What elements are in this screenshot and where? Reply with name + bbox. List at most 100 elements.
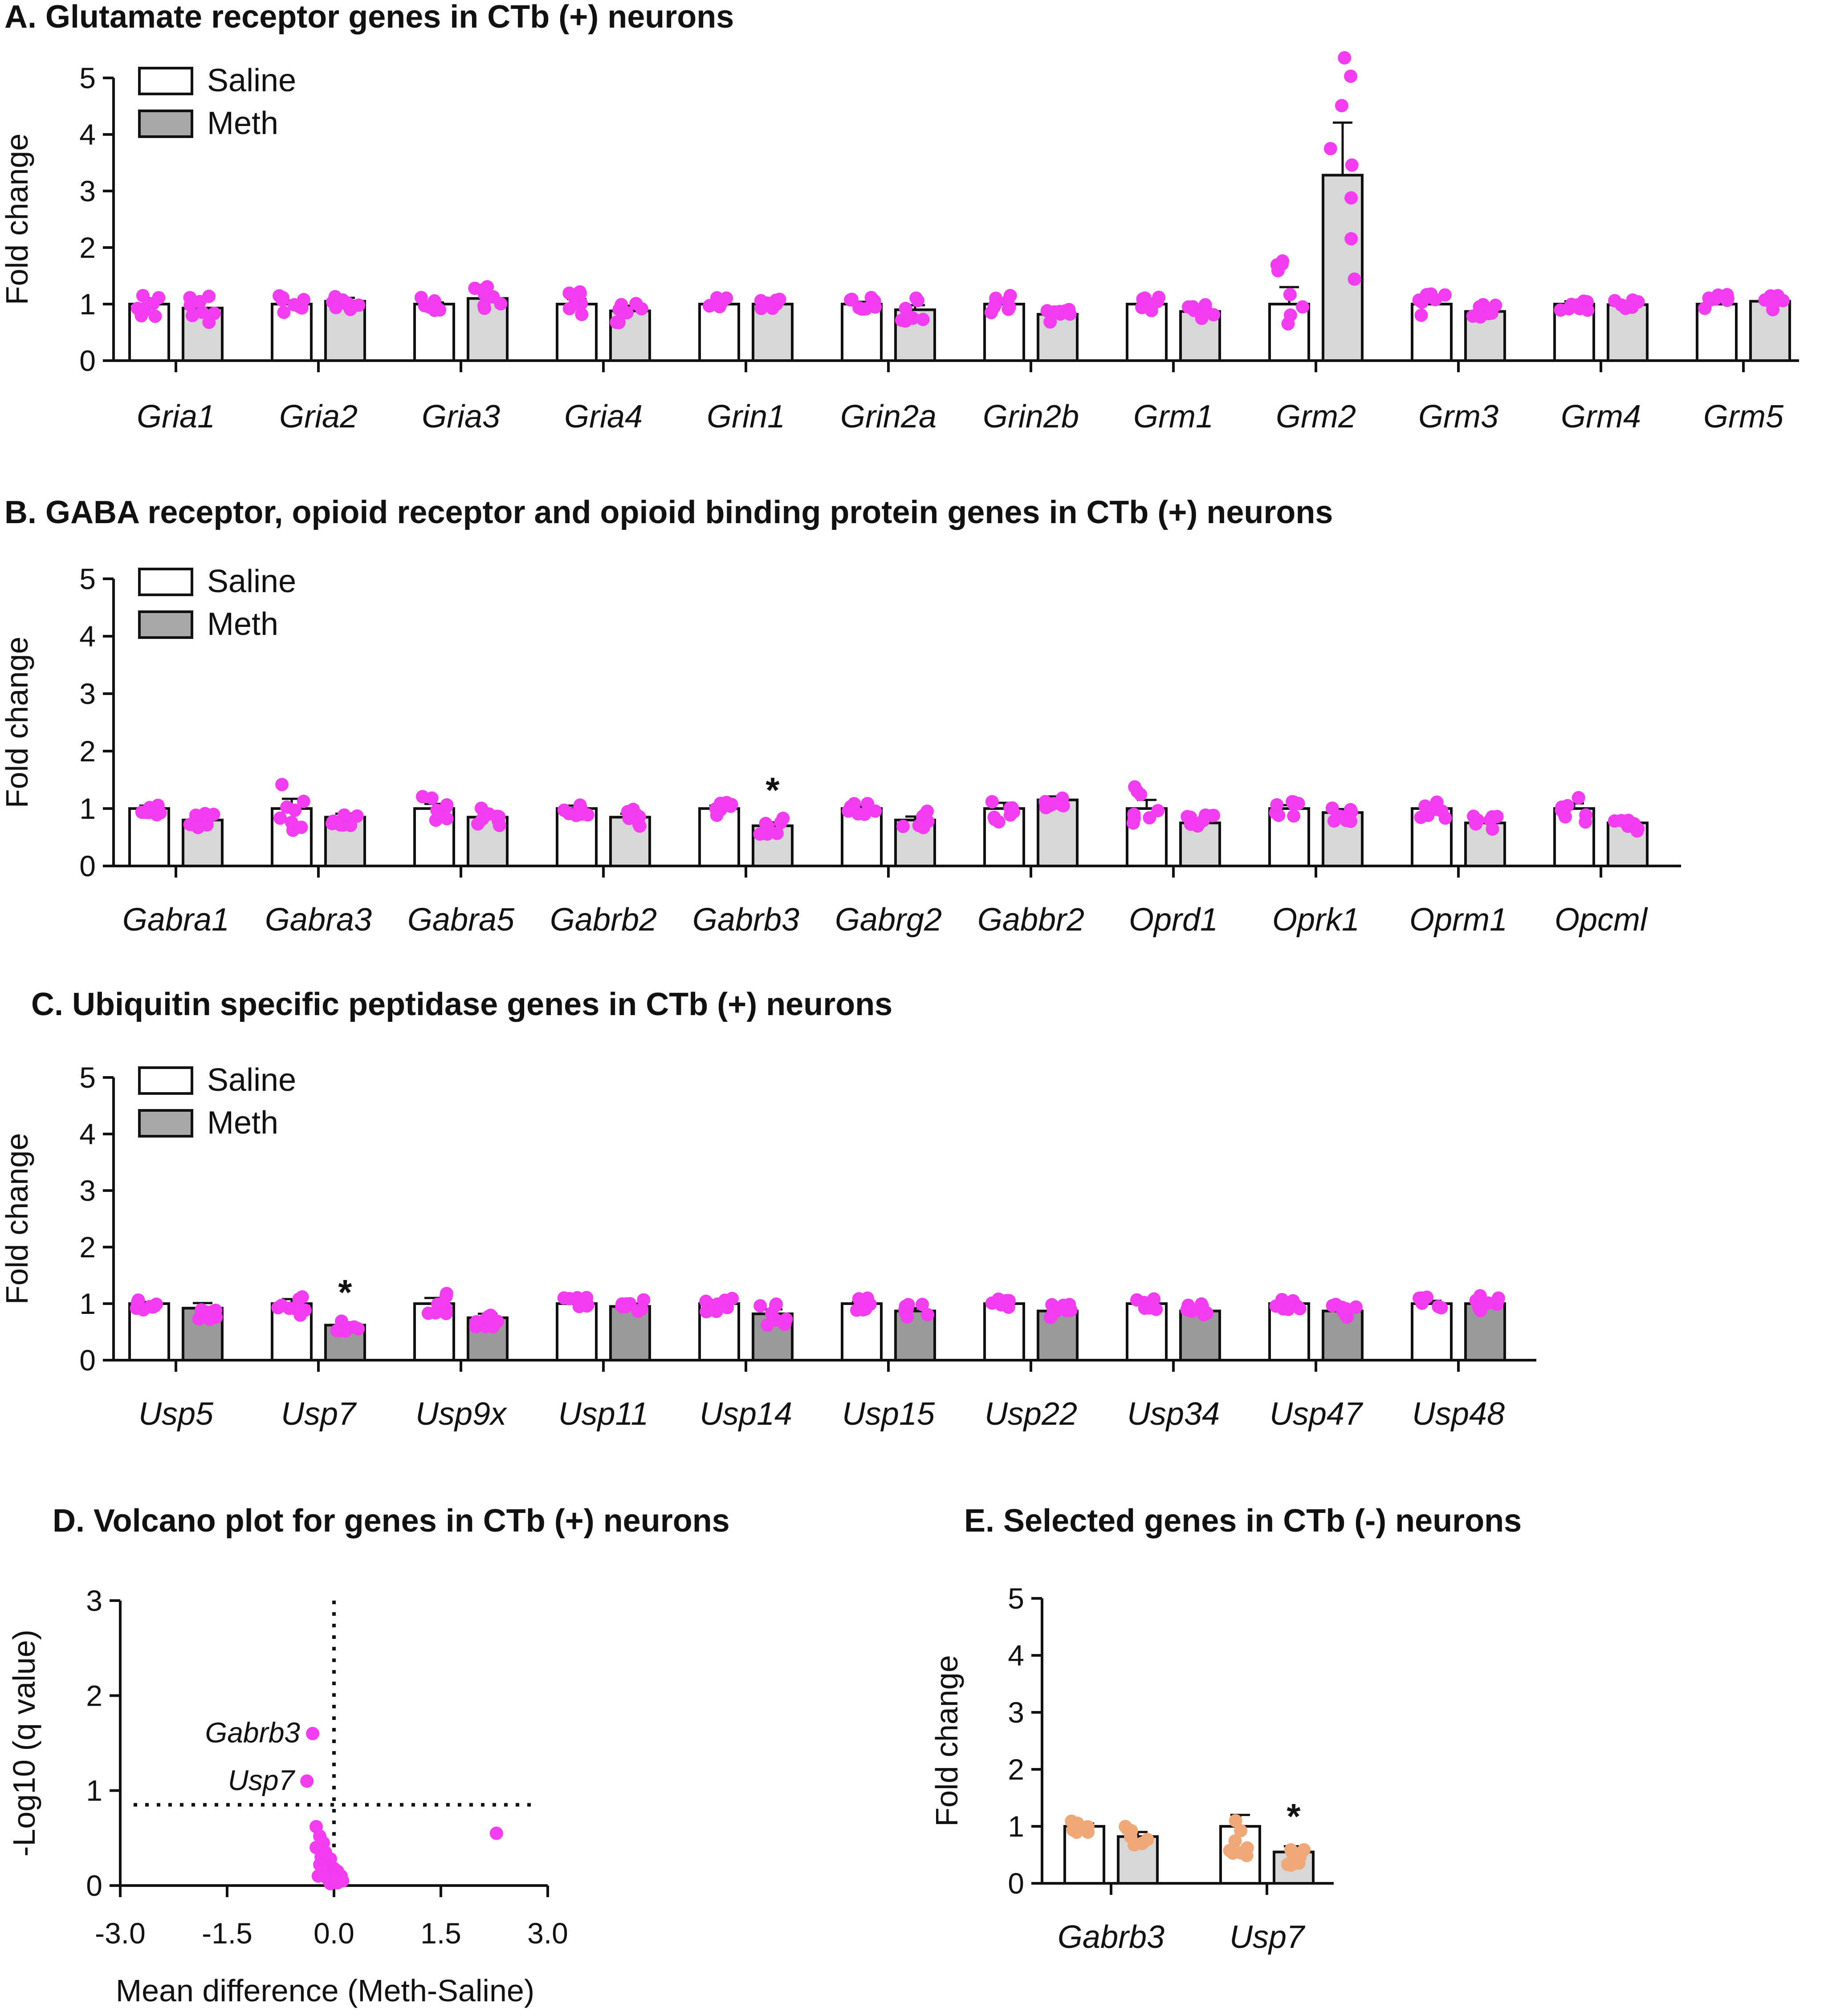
category-label: Gria1 <box>137 399 215 435</box>
data-point <box>714 798 728 812</box>
data-point <box>329 301 343 314</box>
data-point <box>1326 1299 1340 1313</box>
data-point <box>306 1727 319 1740</box>
data-point <box>295 1290 309 1304</box>
data-point <box>1619 301 1633 315</box>
data-point <box>1207 308 1221 321</box>
category-label: Gabra3 <box>265 902 372 938</box>
x-axis-label: Mean difference (Meth-Saline) <box>116 1973 534 2008</box>
data-point <box>1339 1302 1353 1316</box>
data-point <box>1070 1825 1083 1839</box>
data-point <box>1414 309 1428 322</box>
panel-d: D. Volcano plot for genes in CTb (+) neu… <box>7 1503 730 2008</box>
category-label: Usp9x <box>415 1396 508 1432</box>
legend-swatch-meth <box>138 110 193 138</box>
data-point <box>1006 805 1020 819</box>
data-point <box>191 821 205 834</box>
data-point <box>1771 293 1785 307</box>
data-point <box>1415 295 1429 309</box>
data-point <box>1721 292 1734 306</box>
category-label: Grin2a <box>840 399 936 435</box>
y-tick-label: 2 <box>79 735 96 768</box>
data-point <box>1323 142 1337 155</box>
category-label: Usp5 <box>138 1396 214 1432</box>
category-label: Usp22 <box>985 1396 1077 1432</box>
data-point <box>469 1315 483 1329</box>
bar-saline <box>983 1302 1025 1362</box>
panel-c: C. Ubiquitin specific peptidase genes in… <box>0 987 1536 1432</box>
data-point <box>632 818 646 832</box>
data-point <box>439 1307 453 1321</box>
data-point <box>1704 293 1718 307</box>
category-label: Gria2 <box>279 399 358 435</box>
data-point <box>858 807 871 821</box>
data-point <box>844 293 858 307</box>
legend-label-saline: Saline <box>207 1062 296 1098</box>
data-point <box>146 297 160 310</box>
data-point <box>715 295 729 309</box>
y-tick-label: 3 <box>1008 1696 1024 1729</box>
data-point <box>635 302 648 316</box>
category-label: Usp7 <box>281 1396 357 1432</box>
category-label: Gria3 <box>422 399 500 435</box>
y-tick-label: 3 <box>86 1584 102 1617</box>
category-label: Gria4 <box>564 399 643 435</box>
data-point <box>620 306 634 320</box>
data-point <box>300 1774 314 1788</box>
y-axis-label: Fold change <box>929 1655 964 1826</box>
data-point <box>277 305 291 319</box>
data-point <box>631 1305 645 1318</box>
data-point <box>1181 300 1195 314</box>
data-point <box>1344 232 1358 246</box>
significance-star: * <box>338 1272 352 1312</box>
data-point <box>1184 817 1197 831</box>
data-point <box>298 1303 312 1317</box>
data-point <box>185 309 199 322</box>
data-point <box>1049 1305 1063 1318</box>
data-point <box>718 1293 732 1307</box>
data-point <box>918 808 932 821</box>
data-point <box>1275 257 1289 271</box>
data-point <box>1128 780 1142 794</box>
category-label: Grm1 <box>1133 399 1213 435</box>
category-label: Gabra1 <box>122 902 229 938</box>
data-point <box>1474 310 1487 324</box>
x-tick-label: -1.5 <box>202 1917 252 1950</box>
data-point <box>710 808 724 822</box>
data-point <box>753 1299 767 1313</box>
y-tick-label: 5 <box>79 562 96 595</box>
data-point <box>136 289 150 302</box>
data-point <box>1469 817 1483 831</box>
data-point <box>916 313 930 326</box>
data-point <box>1285 795 1299 809</box>
bar-saline <box>841 807 883 867</box>
data-point <box>311 1869 325 1883</box>
data-point <box>1270 798 1284 812</box>
data-point <box>709 1305 723 1318</box>
data-point <box>341 296 354 310</box>
data-point <box>202 289 216 303</box>
data-point <box>1344 803 1357 817</box>
data-point <box>902 310 916 324</box>
data-point <box>1269 1299 1283 1313</box>
y-tick-label: 1 <box>79 1287 96 1320</box>
category-label: Opcml <box>1555 902 1648 938</box>
data-point <box>1292 1856 1306 1870</box>
data-point <box>909 291 923 305</box>
y-tick-label: 2 <box>79 231 96 264</box>
data-point <box>1139 299 1152 313</box>
data-point <box>573 803 586 817</box>
data-point <box>208 306 221 320</box>
y-axis-label: Fold change <box>0 637 34 808</box>
data-point <box>699 1294 713 1308</box>
y-tick-label: 5 <box>1008 1582 1024 1615</box>
data-point <box>1240 1841 1254 1855</box>
data-point <box>198 807 212 821</box>
data-point <box>557 803 571 817</box>
panel-b: B. GABA receptor, opioid receptor and op… <box>0 495 1681 938</box>
data-point <box>1435 804 1449 818</box>
data-point <box>1432 1300 1445 1313</box>
data-point <box>1621 813 1635 827</box>
data-point <box>572 1300 586 1313</box>
y-tick-label: 0 <box>79 344 96 377</box>
